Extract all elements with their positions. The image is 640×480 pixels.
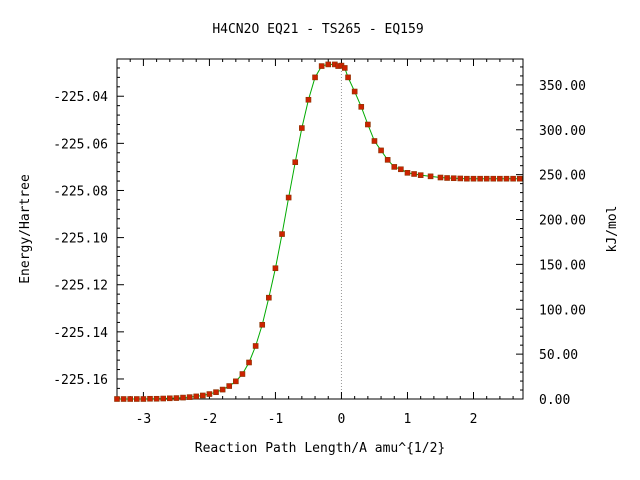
data-point-marker xyxy=(305,96,312,103)
y2-tick-label: 250.00 xyxy=(539,169,586,184)
data-point-marker xyxy=(384,157,391,163)
data-point-marker xyxy=(371,138,378,144)
data-point-marker xyxy=(464,175,470,182)
data-point-marker xyxy=(272,265,279,272)
data-point-marker xyxy=(365,121,371,128)
data-point-marker xyxy=(457,175,464,182)
data-point-marker xyxy=(193,393,200,400)
data-point-marker xyxy=(213,389,219,395)
data-point-marker xyxy=(391,164,398,170)
data-point-marker xyxy=(134,396,140,402)
data-point-marker xyxy=(120,396,127,402)
data-point-marker xyxy=(351,88,358,95)
data-point-marker xyxy=(358,104,365,110)
data-point-marker xyxy=(299,125,305,131)
data-point-marker xyxy=(114,396,120,402)
y2-tick-label: 50.00 xyxy=(539,348,578,363)
data-point-marker xyxy=(186,394,193,400)
data-point-marker xyxy=(516,175,523,182)
data-point-marker xyxy=(411,171,417,177)
y-tick-label: -225.14 xyxy=(53,326,108,341)
data-point-marker xyxy=(325,61,332,68)
y-axis-label: Energy/Hartree xyxy=(18,174,33,284)
data-point-marker xyxy=(206,391,213,397)
data-point-marker xyxy=(470,175,477,182)
x-axis-ticks: -3 -2 -1 0 1 2 xyxy=(116,59,514,427)
x-tick-label: 2 xyxy=(470,412,478,427)
x-tick-label: -1 xyxy=(268,412,284,427)
data-point-marker xyxy=(503,175,510,182)
data-point-marker xyxy=(200,392,206,399)
data-point-marker xyxy=(153,395,160,402)
y-axis-left-ticks: -225.04 -225.06 -225.08 -225.10 -225.12 -225.… xyxy=(53,67,124,399)
y-tick-label: -225.12 xyxy=(53,279,108,294)
data-point-marker xyxy=(312,74,318,81)
data-point-marker xyxy=(252,343,259,349)
y2-tick-label: 0.00 xyxy=(539,393,570,408)
data-point-marker xyxy=(345,74,351,81)
data-point-marker xyxy=(398,166,404,173)
plot-frame xyxy=(116,58,524,400)
y2-tick-label: 300.00 xyxy=(539,124,586,139)
y2-axis-label: kJ/mol xyxy=(605,206,620,253)
data-point-marker xyxy=(341,65,348,71)
data-point-marker xyxy=(483,175,490,182)
y-tick-label: -225.04 xyxy=(53,90,108,105)
x-tick-label: -3 xyxy=(136,412,152,427)
y2-tick-label: 200.00 xyxy=(539,214,586,229)
energy-path-line xyxy=(117,63,520,400)
x-axis-label: Reaction Path Length/A amu^{1/2} xyxy=(195,441,445,456)
y-axis-right-ticks: 0.00 50.00 100.00 150.00 200.00 250.00 300.00 3… xyxy=(516,66,586,408)
y-tick-label: -225.06 xyxy=(53,137,108,152)
data-point-marker xyxy=(444,175,450,181)
data-point-marker xyxy=(318,63,325,69)
x-tick-label: -2 xyxy=(202,412,218,427)
data-point-marker xyxy=(450,175,457,182)
y2-tick-label: 100.00 xyxy=(539,303,586,318)
data-point-marker xyxy=(292,159,299,166)
data-point-marker xyxy=(285,194,292,201)
data-point-marker xyxy=(140,396,147,402)
data-point-marker xyxy=(266,294,272,301)
data-point-marker xyxy=(167,395,173,402)
y2-tick-label: 150.00 xyxy=(539,258,586,273)
chart-title: H4CN2O EQ21 - TS265 - EQ159 xyxy=(212,22,423,37)
data-point-marker xyxy=(173,395,180,401)
x-tick-label: 0 xyxy=(338,412,346,427)
data-point-marker xyxy=(279,231,285,237)
data-point-marker xyxy=(246,359,252,366)
energy-series xyxy=(114,61,523,402)
data-point-marker xyxy=(127,396,134,402)
data-point-marker xyxy=(417,172,424,178)
data-point-marker xyxy=(259,321,266,328)
data-point-marker xyxy=(437,174,444,181)
x-tick-label: 1 xyxy=(404,412,412,427)
data-point-marker xyxy=(180,394,186,401)
data-point-marker xyxy=(219,386,226,393)
data-point-marker xyxy=(226,383,233,389)
data-point-marker xyxy=(497,175,503,182)
data-point-marker xyxy=(239,371,246,377)
data-point-marker xyxy=(477,175,483,182)
y-tick-label: -225.10 xyxy=(53,232,108,247)
data-point-marker xyxy=(427,173,434,180)
data-point-marker xyxy=(378,147,384,154)
data-point-marker xyxy=(160,395,167,402)
data-point-marker xyxy=(510,175,516,182)
y-tick-label: -225.16 xyxy=(53,373,108,388)
y2-tick-label: 350.00 xyxy=(539,79,586,94)
data-point-marker xyxy=(147,395,153,402)
data-point-marker xyxy=(233,378,239,385)
data-point-marker xyxy=(404,170,411,176)
data-point-marker xyxy=(490,175,497,182)
y-tick-label: -225.08 xyxy=(53,184,108,199)
